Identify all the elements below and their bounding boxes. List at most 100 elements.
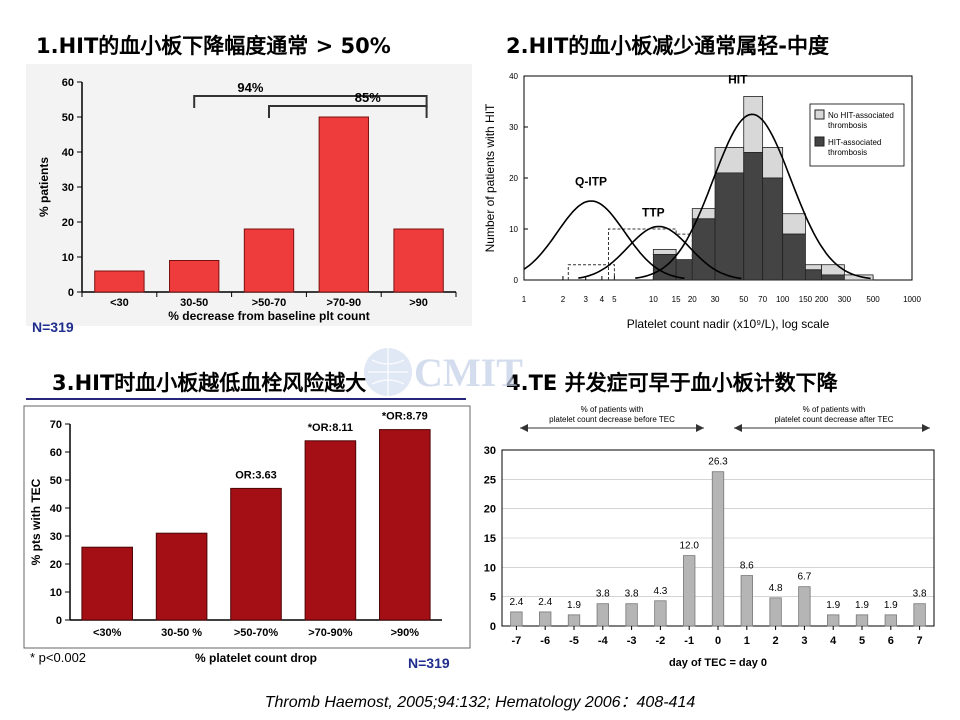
y-tick-label: 40 [62, 147, 74, 159]
x-tick-label: <30% [93, 627, 122, 639]
y-tick-label: 50 [62, 112, 74, 124]
x-tick-label: <30 [110, 297, 129, 309]
x-tick-label: 1000 [903, 295, 921, 304]
bar [567, 614, 581, 627]
bar-no-thrombosis [805, 264, 822, 271]
y-tick-label: 30 [509, 123, 518, 132]
bar [798, 586, 811, 627]
footnote: * p<0.002 [30, 650, 86, 665]
x-tick-label: 2 [561, 295, 566, 304]
x-tick-label: 30 [711, 295, 720, 304]
bar [913, 603, 926, 627]
y-tick-label: 60 [50, 447, 62, 459]
bracket [268, 105, 428, 118]
x-tick-label: -4 [598, 635, 609, 647]
bar-value-label: 1.9 [567, 600, 581, 611]
x-tick-label: -7 [512, 635, 522, 647]
curve-label: TTP [642, 205, 665, 219]
y-tick-label: 10 [62, 252, 74, 264]
legend-label: HIT-associated thrombosis [828, 138, 881, 157]
bar [855, 614, 869, 627]
header-before: platelet count decrease before TEC [549, 415, 675, 424]
bar [155, 532, 208, 621]
bar-annotation: *OR:8.11 [308, 422, 353, 434]
x-tick-label: -3 [627, 635, 637, 647]
y-axis-label: Number of patients with HIT [483, 103, 497, 252]
bar-value-label: 6.7 [797, 572, 811, 583]
y-tick-label: 40 [50, 503, 62, 515]
x-tick-label: 7 [917, 635, 923, 647]
x-tick-label: 100 [776, 295, 790, 304]
bar-thrombosis [743, 152, 764, 281]
citation: Thromb Haemost, 2005;94:132; Hematology … [264, 694, 696, 711]
bar-no-thrombosis [652, 248, 677, 255]
bracket-label: 94% [237, 80, 263, 95]
x-tick-label: 3 [801, 635, 807, 647]
x-tick-label: 2 [773, 635, 779, 647]
bar [393, 228, 444, 293]
y-tick-label: 10 [509, 225, 518, 234]
bar-value-label: 2.4 [509, 597, 523, 608]
bar-value-label: 4.8 [769, 583, 783, 594]
distribution-curve [523, 200, 685, 280]
x-tick-label: 70 [758, 295, 767, 304]
bar-value-label: 8.6 [740, 561, 754, 572]
x-tick-label: >90% [391, 627, 420, 639]
chart-panel-1: 0 10 20 30 40 50 60 <30 30-50 >50-70 >70-90 >90 % de… [32, 77, 457, 335]
y-tick-label: 0 [56, 615, 62, 627]
bar-value-label: 26.3 [708, 457, 728, 468]
chart-panel-3: 0 10 20 30 40 50 60 70 <30% 30-50 % OR:3.63 >50-70%… [23, 405, 471, 671]
bar-no-thrombosis [743, 96, 764, 153]
x-tick-label: 150 [799, 295, 813, 304]
title-panel-1: 1.HIT的血小板下降幅度通常 > 50% [36, 34, 391, 58]
x-tick-label: 15 [672, 295, 681, 304]
bar-no-thrombosis [691, 208, 716, 220]
y-tick-label: 30 [484, 445, 496, 457]
y-tick-label: 20 [62, 217, 74, 229]
x-tick-label: 20 [688, 295, 697, 304]
x-tick-label: >50-70 [252, 297, 287, 309]
y-tick-label: 30 [62, 182, 74, 194]
x-tick-label: -2 [656, 635, 666, 647]
bar [539, 611, 552, 627]
bar [769, 597, 782, 627]
bar [304, 440, 357, 621]
x-axis-label: Platelet count nadir (x10⁹/L), log scale [627, 317, 830, 331]
distribution-curve [578, 225, 742, 280]
bar-no-thrombosis [843, 274, 874, 281]
header-before: % of patients with [581, 405, 644, 414]
y-tick-label: 15 [484, 533, 496, 545]
x-tick-label: >70-90% [308, 627, 353, 639]
bar-no-thrombosis [821, 264, 845, 276]
x-axis-label: % decrease from baseline plt count [168, 309, 369, 323]
sample-size-note: N=319 [408, 655, 450, 671]
x-tick-label: 4 [830, 635, 837, 647]
x-tick-label: 30-50 % [161, 627, 202, 639]
bar [243, 228, 295, 293]
title-divider [26, 398, 466, 400]
x-tick-label: 0 [715, 635, 721, 647]
bar-annotation: OR:3.63 [235, 469, 277, 481]
bracket [193, 95, 428, 108]
x-tick-label: >70-90 [327, 297, 362, 309]
x-tick-label: 50 [739, 295, 748, 304]
x-tick-label: 3 [583, 295, 588, 304]
header-after: % of patients with [803, 405, 866, 414]
bar [230, 487, 282, 621]
bar-thrombosis [762, 177, 784, 281]
y-tick-label: 70 [50, 419, 62, 431]
bar [94, 270, 145, 293]
bar-value-label: 1.9 [855, 600, 869, 611]
sample-size-note: N=319 [32, 319, 74, 335]
bar-value-label: 1.9 [826, 600, 840, 611]
bar-thrombosis [691, 218, 716, 281]
x-tick-label: 30-50 [180, 297, 208, 309]
title-panel-3: 3.HIT时血小板越低血栓风险越大 [52, 371, 367, 395]
title-panel-2: 2.HIT的血小板减少通常属轻-中度 [506, 34, 830, 58]
x-tick-label: 6 [888, 635, 894, 647]
y-tick-label: 20 [484, 504, 496, 516]
chart-panel-2: 0 10 20 30 40 1 2 3 4 5 10 15 20 30 50 70 100 150 200 300 50… [483, 72, 921, 331]
y-tick-label: 25 [484, 474, 496, 486]
bar-value-label: 4.3 [653, 586, 667, 597]
x-tick-label: -1 [684, 635, 694, 647]
